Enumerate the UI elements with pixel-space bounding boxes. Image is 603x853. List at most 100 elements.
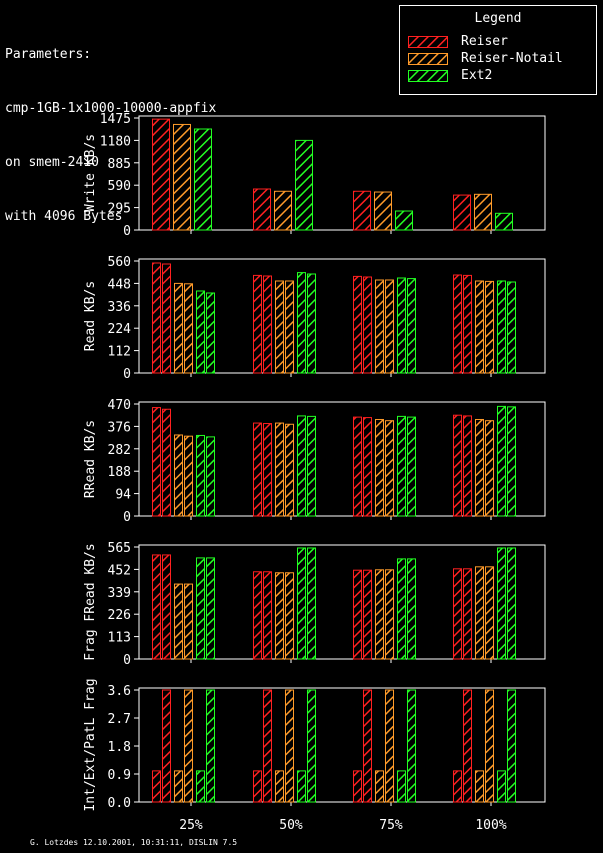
- bar-reiser-notail-100pct: [485, 420, 494, 517]
- bar-ext2-100pct: [497, 547, 506, 660]
- y-tick-label: 1475: [100, 112, 131, 127]
- bar-reiser-100pct: [453, 274, 462, 374]
- bar-ext2-75pct: [407, 416, 416, 517]
- bar-reiser-75pct: [363, 689, 372, 803]
- bar-reiser-notail-75pct: [375, 418, 384, 517]
- bar-ext2-25pct: [194, 128, 212, 231]
- bar-ext2-50pct: [297, 272, 306, 374]
- bar-reiser-50pct: [253, 188, 271, 231]
- y-tick-label: 1.8: [108, 740, 131, 755]
- panel-3: 0 94 188 282 376 470 RRead KB/s: [83, 398, 546, 525]
- bar-reiser-notail-100pct: [485, 689, 494, 803]
- legend-label-ext2: Ext2: [461, 68, 493, 83]
- bar-ext2-25pct: [206, 689, 215, 803]
- bar-ext2-75pct: [397, 558, 406, 660]
- bar-reiser-notail-25pct: [184, 283, 193, 374]
- y-tick-label: 188: [108, 465, 131, 480]
- bar-reiser-notail-75pct: [374, 191, 392, 231]
- bar-reiser-25pct: [152, 554, 161, 660]
- y-tick-label: 224: [108, 322, 132, 337]
- y-tick-label: 1180: [100, 134, 131, 149]
- bar-reiser-75pct: [353, 190, 371, 231]
- legend-swatch-fill-reiser-notail: [408, 53, 448, 65]
- panel-frame: [138, 544, 546, 660]
- bar-reiser-50pct: [263, 275, 272, 374]
- bar-ext2-100pct: [507, 547, 516, 660]
- bar-reiser-100pct: [463, 415, 472, 517]
- panel-frame: [138, 115, 546, 231]
- param-line-4: with 4096 Bytes: [5, 209, 123, 224]
- bar-reiser-50pct: [263, 571, 272, 660]
- y-tick-label: 226: [108, 608, 131, 623]
- bar-reiser-50pct: [253, 770, 262, 803]
- bar-reiser-notail-100pct: [475, 280, 484, 374]
- legend-title: Legend: [474, 11, 522, 26]
- y-tick-label: 339: [108, 586, 131, 601]
- panel-frame: [138, 258, 546, 374]
- bar-reiser-25pct: [152, 262, 161, 374]
- x-tick-label: 75%: [379, 818, 403, 833]
- y-tick-label: 448: [108, 277, 131, 292]
- bar-ext2-50pct: [297, 770, 306, 803]
- bar-reiser-100pct: [453, 414, 462, 517]
- y-axis-label: RRead KB/s: [83, 420, 98, 498]
- bar-reiser-100pct: [463, 274, 472, 374]
- bar-reiser-notail-75pct: [385, 569, 394, 660]
- bar-reiser-notail-25pct: [174, 583, 183, 660]
- bar-reiser-100pct: [463, 689, 472, 803]
- param-line-3: on smem-2410: [5, 155, 99, 170]
- y-tick-label: 560: [108, 255, 131, 270]
- bar-ext2-50pct: [295, 139, 313, 231]
- y-tick-label: 0: [123, 224, 131, 239]
- panel-5: 0.0 0.9 1.8 2.7 3.6 Int/Ext/PatL Frag: [83, 678, 546, 812]
- bar-ext2-25pct: [206, 436, 215, 517]
- bar-reiser-75pct: [353, 275, 362, 374]
- y-tick-label: 0: [123, 367, 131, 382]
- bar-reiser-notail-25pct: [174, 770, 183, 803]
- bar-ext2-75pct: [407, 558, 416, 660]
- x-tick-label: 50%: [279, 818, 303, 833]
- bar-ext2-100pct: [507, 689, 516, 803]
- y-tick-label: 3.6: [108, 684, 131, 699]
- bar-ext2-75pct: [397, 415, 406, 517]
- y-axis-label: Read KB/s: [83, 281, 98, 351]
- bar-reiser-notail-25pct: [184, 689, 193, 803]
- legend-swatch-reiser-notail: [408, 53, 448, 65]
- x-tick-label: 100%: [475, 818, 506, 833]
- bar-ext2-75pct: [395, 210, 413, 231]
- bar-reiser-25pct: [152, 407, 161, 517]
- y-tick-label: 94: [115, 488, 131, 503]
- bar-reiser-notail-50pct: [285, 280, 294, 374]
- bar-reiser-100pct: [463, 568, 472, 660]
- bar-reiser-notail-100pct: [474, 193, 492, 231]
- y-tick-label: 0: [123, 510, 131, 525]
- bar-reiser-notail-50pct: [275, 422, 284, 517]
- bar-reiser-notail-25pct: [174, 282, 183, 374]
- bar-reiser-25pct: [162, 263, 171, 374]
- bar-ext2-50pct: [297, 415, 306, 517]
- bar-reiser-75pct: [363, 276, 372, 374]
- bar-ext2-100pct: [495, 212, 513, 231]
- bar-reiser-notail-75pct: [375, 569, 384, 660]
- y-tick-label: 885: [108, 157, 131, 172]
- y-axis-label: Int/Ext/PatL Frag: [83, 678, 98, 811]
- y-tick-label: 2.7: [108, 712, 131, 727]
- legend-box: Legend Reiser Reiser-Notail Ext2: [399, 5, 597, 95]
- bar-ext2-25pct: [196, 557, 205, 660]
- bar-ext2-100pct: [507, 406, 516, 517]
- bar-reiser-25pct: [162, 689, 171, 803]
- param-line-1: Parameters:: [5, 47, 92, 62]
- y-tick-label: 452: [108, 563, 131, 578]
- x-tick-label: 25%: [179, 818, 203, 833]
- y-axis-label: Write KB/s: [83, 134, 98, 212]
- bar-reiser-notail-100pct: [475, 418, 484, 517]
- bar-ext2-75pct: [407, 689, 416, 803]
- bar-reiser-50pct: [263, 689, 272, 803]
- bar-reiser-notail-75pct: [375, 279, 384, 374]
- parameters-block: Parameters: cmp-1GB-1x1000-10000-appfix …: [5, 10, 216, 244]
- bar-reiser-50pct: [263, 423, 272, 517]
- bar-reiser-notail-25pct: [174, 434, 183, 517]
- bar-reiser-75pct: [353, 569, 362, 660]
- y-tick-label: 376: [108, 420, 131, 435]
